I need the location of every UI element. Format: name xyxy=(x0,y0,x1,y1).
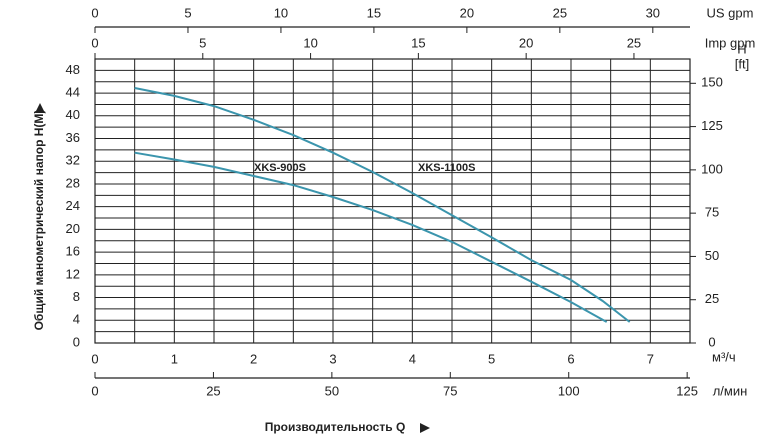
y2-tick-label: 75 xyxy=(705,205,719,220)
curve-label: XKS-1100S xyxy=(418,162,475,174)
x-tick-label: 5 xyxy=(199,35,206,50)
x-tick-label: 0 xyxy=(91,5,98,20)
plot-frame xyxy=(94,58,691,344)
x-tick-label: 15 xyxy=(367,5,381,20)
y-tick-label: 20 xyxy=(66,221,80,236)
x-tick-label: 10 xyxy=(303,35,317,50)
x-axis-unit: л/мин xyxy=(713,383,748,398)
y-axis-title: Общий манометрический напор H(M) xyxy=(32,110,46,331)
x-tick-label: 0 xyxy=(91,383,98,398)
x-tick-label: 5 xyxy=(488,351,495,366)
y2-tick-label: 150 xyxy=(701,75,723,90)
y2-tick-label: 0 xyxy=(708,334,715,349)
pump-curve xyxy=(134,151,608,323)
x-tick-label: 1 xyxy=(171,351,178,366)
y-tick-label: 28 xyxy=(66,175,80,190)
y-tick-label: 36 xyxy=(66,130,80,145)
x-arrow xyxy=(420,423,430,433)
x-unit: м³/ч xyxy=(712,349,736,364)
y-tick-label: 4 xyxy=(73,312,80,327)
x-axis-unit: Imp gpm xyxy=(705,35,756,50)
y2-tick-label: 125 xyxy=(701,118,723,133)
x-tick-label: 15 xyxy=(411,35,425,50)
pump-curve xyxy=(134,87,631,323)
x-tick-label: 10 xyxy=(274,5,288,20)
x-tick-label: 25 xyxy=(553,5,567,20)
x-tick-label: 20 xyxy=(519,35,533,50)
y-tick-label: 8 xyxy=(73,289,80,304)
x-tick-label: 0 xyxy=(91,351,98,366)
x-tick-label: 50 xyxy=(325,383,339,398)
y2-tick-label: 50 xyxy=(705,248,719,263)
y-tick-label: 32 xyxy=(66,153,80,168)
y-tick-label: 48 xyxy=(66,62,80,77)
x-tick-label: 75 xyxy=(443,383,457,398)
x-tick-label: 25 xyxy=(627,35,641,50)
y2-tick-label: 25 xyxy=(705,291,719,306)
x-tick-label: 20 xyxy=(460,5,474,20)
x-tick-label: 3 xyxy=(329,351,336,366)
x-tick-label: 125 xyxy=(676,383,698,398)
x-tick-label: 7 xyxy=(647,351,654,366)
y-tick-label: 16 xyxy=(66,244,80,259)
x-tick-label: 5 xyxy=(184,5,191,20)
x-tick-label: 25 xyxy=(206,383,220,398)
y-tick-label: 40 xyxy=(66,107,80,122)
y-tick-label: 12 xyxy=(66,266,80,281)
x-tick-label: 6 xyxy=(567,351,574,366)
x-tick-label: 30 xyxy=(646,5,660,20)
y2-tick-label: 100 xyxy=(701,161,723,176)
y2-title: [ft] xyxy=(735,56,749,71)
x-tick-label: 100 xyxy=(558,383,580,398)
y-tick-label: 0 xyxy=(73,334,80,349)
x-tick-label: 0 xyxy=(91,35,98,50)
y2-title: H xyxy=(737,41,746,56)
x-tick-label: 4 xyxy=(409,351,416,366)
curve-label: XKS-900S xyxy=(254,162,306,174)
x-axis-unit: US gpm xyxy=(707,5,754,20)
y-tick-label: 24 xyxy=(66,198,80,213)
x-tick-label: 2 xyxy=(250,351,257,366)
y-tick-label: 44 xyxy=(66,85,80,100)
x-axis-title: Производительность Q xyxy=(265,420,406,434)
y-arrow xyxy=(35,103,45,113)
